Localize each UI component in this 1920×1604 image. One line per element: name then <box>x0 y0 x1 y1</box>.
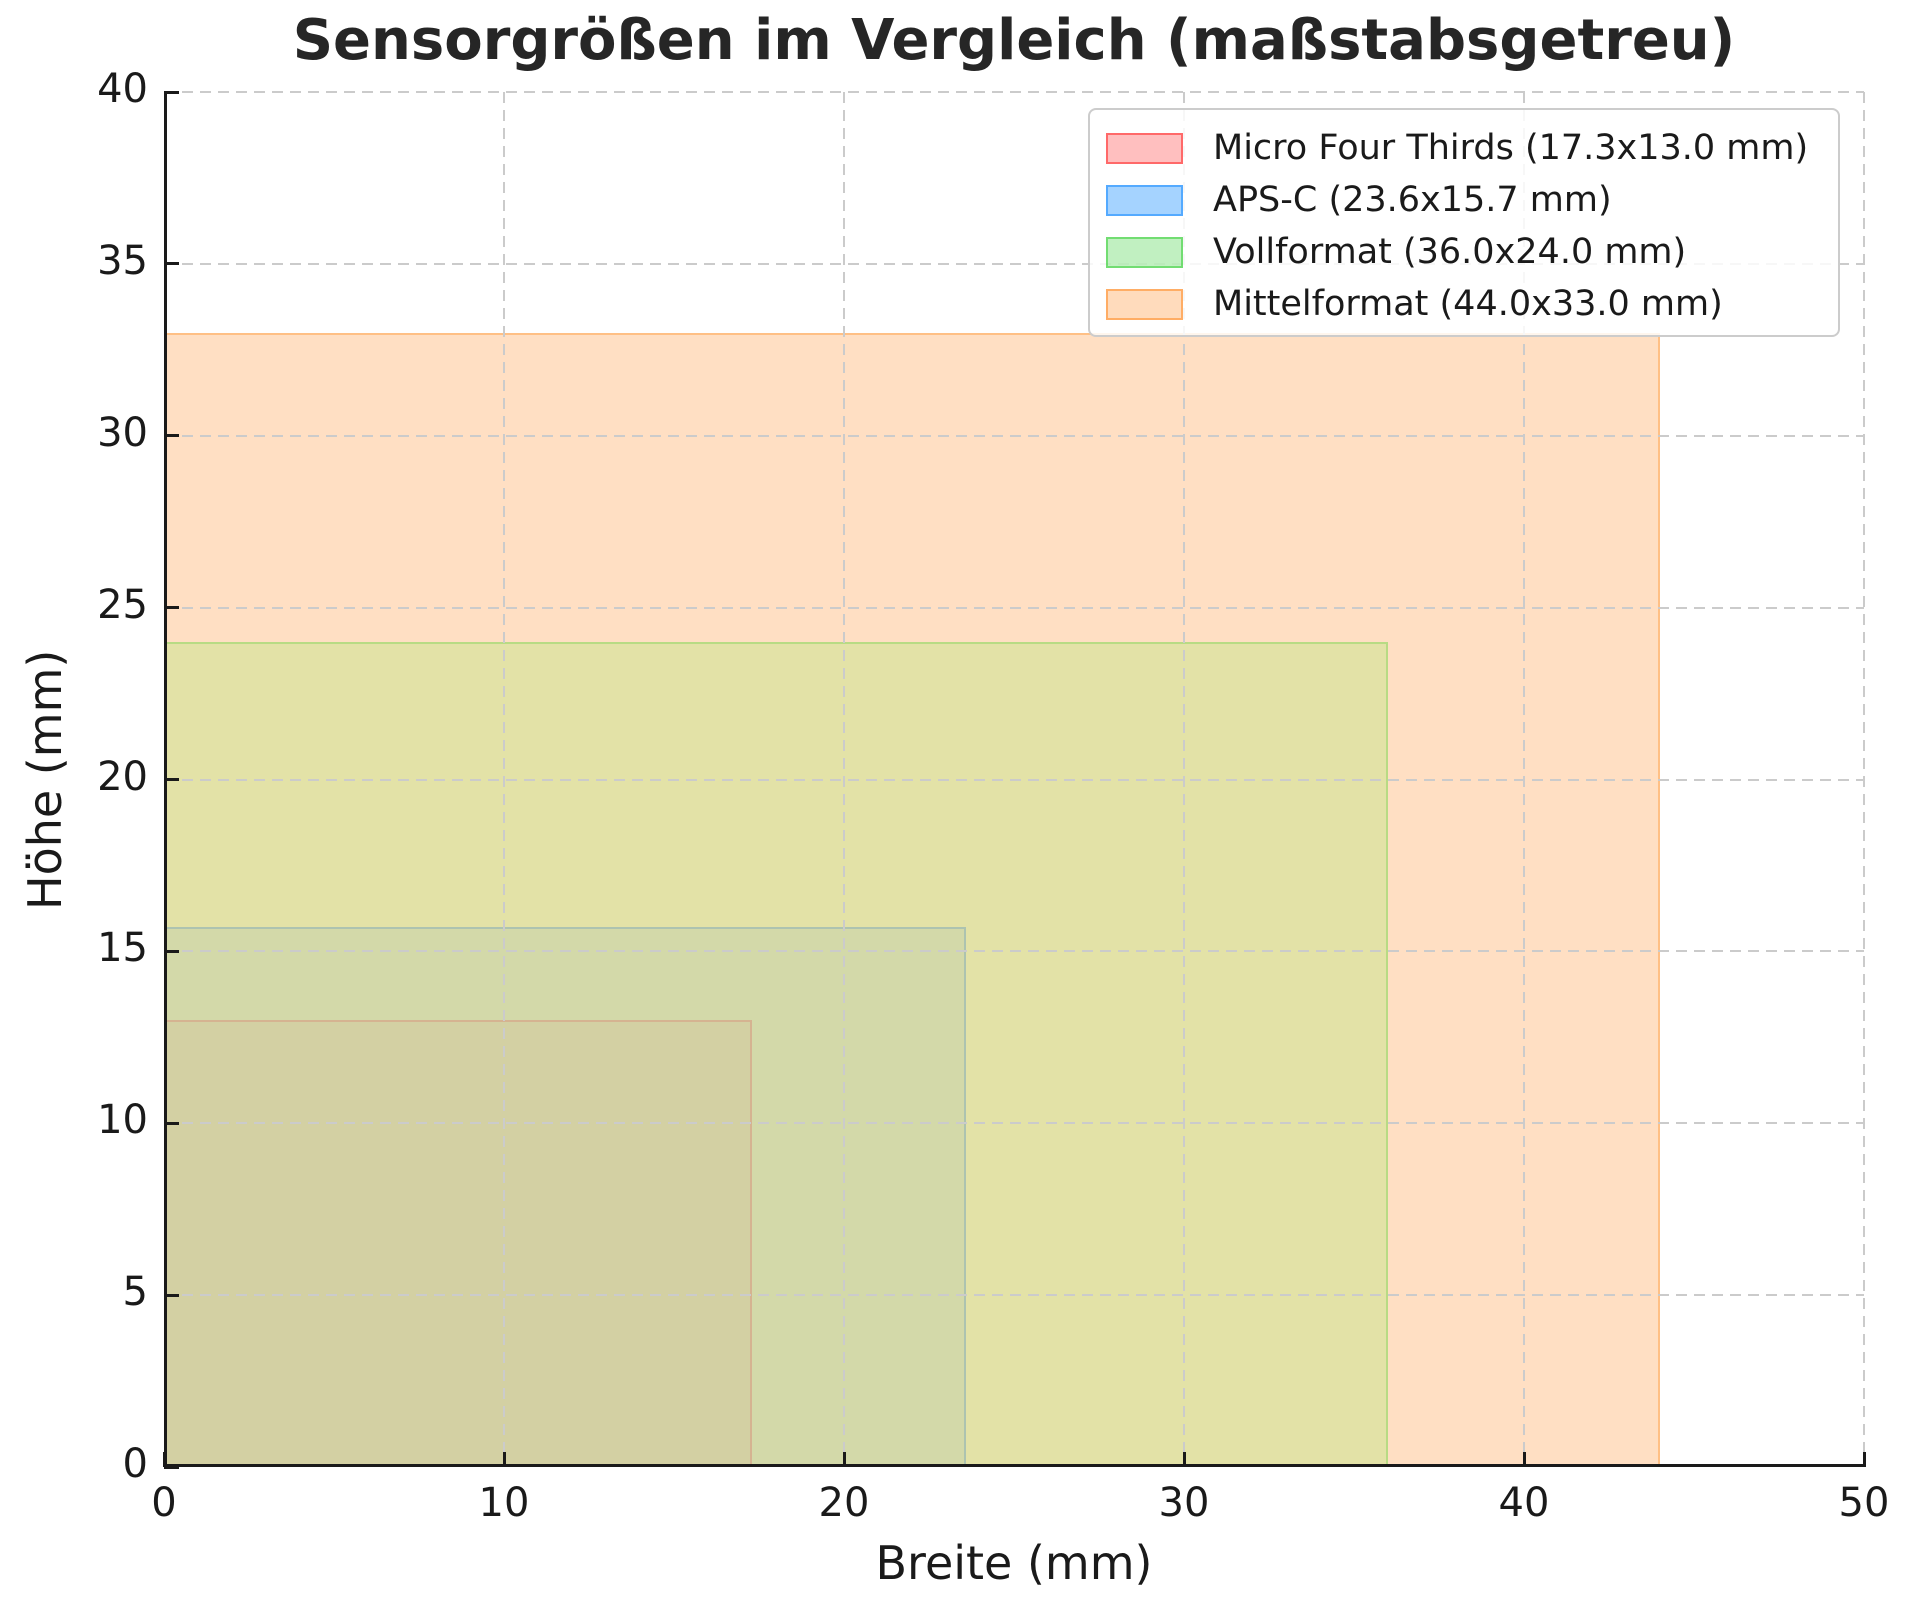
x-tick-label-10: 10 <box>478 1480 530 1526</box>
legend: Micro Four Thirds (17.3x13.0 mm) APS-C (2… <box>1088 108 1840 337</box>
legend-row-aps-c: APS-C (23.6x15.7 mm) <box>1090 174 1838 226</box>
legend-label-vollformat: Vollformat (36.0x24.0 mm) <box>1213 232 1687 272</box>
y-tick-40 <box>164 90 179 94</box>
y-tick-35 <box>164 262 179 266</box>
legend-swatch-mittelformat <box>1106 288 1183 320</box>
legend-row-micro-four-thirds: Micro Four Thirds (17.3x13.0 mm) <box>1090 122 1838 174</box>
y-tick-25 <box>164 606 179 610</box>
y-tick-20 <box>164 778 179 781</box>
x-tick-label-20: 20 <box>818 1480 870 1526</box>
gridline-x-50 <box>1863 92 1865 1467</box>
y-tick-label-30: 30 <box>97 409 148 456</box>
y-tick-label-10: 10 <box>97 1097 148 1144</box>
legend-row-mittelformat: Mittelformat (44.0x33.0 mm) <box>1090 278 1838 330</box>
x-tick-30 <box>1182 1452 1186 1467</box>
legend-swatch-aps-c <box>1106 184 1183 216</box>
legend-label-mittelformat: Mittelformat (44.0x33.0 mm) <box>1213 284 1723 324</box>
y-tick-0 <box>164 1465 179 1469</box>
x-tick-50 <box>1862 1452 1866 1467</box>
x-tick-10 <box>502 1452 506 1467</box>
x-tick-label-40: 40 <box>1498 1480 1550 1526</box>
y-tick-label-20: 20 <box>97 753 148 800</box>
legend-row-vollformat: Vollformat (36.0x24.0 mm) <box>1090 226 1838 278</box>
y-tick-10 <box>164 1121 179 1125</box>
legend-label-aps-c: APS-C (23.6x15.7 mm) <box>1213 180 1612 220</box>
x-tick-label-0: 0 <box>151 1480 177 1526</box>
y-tick-label-5: 5 <box>122 1269 148 1316</box>
legend-swatch-micro-four-thirds <box>1106 132 1183 164</box>
legend-label-micro-four-thirds: Micro Four Thirds (17.3x13.0 mm) <box>1213 128 1809 168</box>
y-tick-label-40: 40 <box>97 66 148 112</box>
sensor-rect-mittelformat <box>164 332 1660 1467</box>
x-tick-40 <box>1522 1452 1526 1467</box>
gridline-y-40 <box>164 91 1864 93</box>
x-tick-label-30: 30 <box>1158 1480 1210 1526</box>
x-tick-20 <box>842 1452 846 1467</box>
x-tick-0 <box>162 1452 166 1467</box>
y-tick-label-25: 25 <box>97 581 148 628</box>
y-tick-5 <box>164 1293 179 1297</box>
x-axis-spine <box>164 1464 1864 1467</box>
x-tick-label-50: 50 <box>1838 1480 1890 1526</box>
sensor-rect-micro-four-thirds <box>164 1020 753 1467</box>
chart-title: Sensorgrößen im Vergleich (maßstabsgetre… <box>292 8 1736 73</box>
y-tick-30 <box>164 434 179 438</box>
plot-area <box>162 90 1866 1469</box>
y-tick-label-35: 35 <box>97 237 148 284</box>
x-axis-label: Breite (mm) <box>875 1536 1153 1590</box>
y-tick-label-0: 0 <box>122 1441 148 1487</box>
legend-swatch-vollformat <box>1106 236 1183 268</box>
y-axis-label: Höhe (mm) <box>18 649 72 910</box>
y-tick-15 <box>164 949 179 953</box>
y-tick-label-15: 15 <box>97 925 148 972</box>
